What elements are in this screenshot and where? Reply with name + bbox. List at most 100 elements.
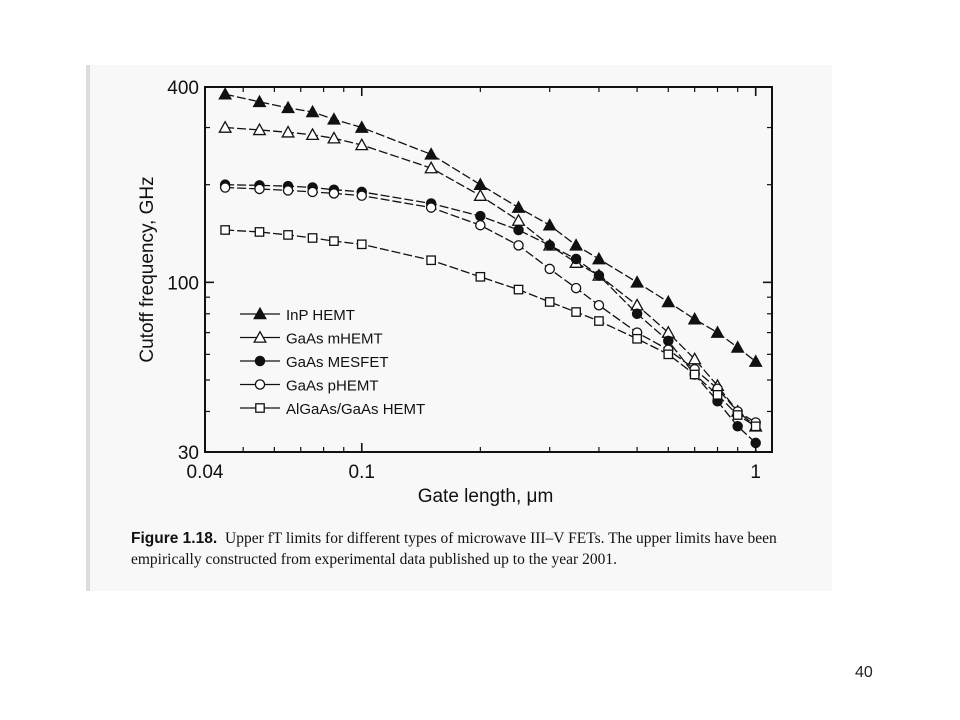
data-point xyxy=(689,369,700,380)
plot-frame xyxy=(204,86,773,453)
legend-label: GaAs mHEMT xyxy=(286,331,383,348)
chart-legend: InP HEMT GaAs mHEMT GaAs MESFET GaAs pHEMT A… xyxy=(240,306,425,418)
data-point xyxy=(473,177,488,190)
data-point xyxy=(473,188,488,201)
data-point xyxy=(426,255,436,266)
data-point xyxy=(732,421,743,432)
data-point xyxy=(663,335,674,347)
data-point xyxy=(544,240,555,251)
x-tick-label: 1 xyxy=(750,462,761,483)
y-axis-title: Cutoff frequency, GHz xyxy=(137,176,158,362)
data-point xyxy=(631,308,643,320)
data-point xyxy=(542,218,557,231)
data-point xyxy=(218,87,233,100)
series-line-4 xyxy=(225,229,757,427)
data-point xyxy=(687,312,702,325)
data-point xyxy=(281,100,295,114)
series-0 xyxy=(218,87,763,367)
data-point xyxy=(252,122,267,136)
data-point xyxy=(254,227,265,237)
data-point xyxy=(475,271,486,282)
legend-item-4: AlGaAs/GaAs HEMT xyxy=(240,401,425,418)
legend-marker xyxy=(254,379,266,390)
data-point xyxy=(424,147,439,160)
data-point xyxy=(513,284,524,295)
x-tick-label: 0.04 xyxy=(187,462,224,483)
data-point xyxy=(687,351,702,365)
data-point xyxy=(593,299,605,311)
legend-label: GaAs pHEMT xyxy=(286,378,379,395)
data-point xyxy=(219,182,231,193)
legend-marker xyxy=(254,355,266,367)
data-point xyxy=(475,210,486,222)
data-point xyxy=(730,340,745,353)
data-point xyxy=(544,297,555,307)
data-point xyxy=(281,125,295,138)
data-point xyxy=(571,307,581,317)
data-point xyxy=(282,185,294,196)
data-point xyxy=(544,263,555,275)
data-point xyxy=(283,230,293,240)
data-point xyxy=(354,137,369,151)
data-point xyxy=(424,160,439,174)
data-point xyxy=(570,253,582,265)
data-point xyxy=(252,94,267,108)
data-point xyxy=(305,127,320,141)
data-point xyxy=(327,112,341,125)
data-point xyxy=(356,239,367,250)
data-point xyxy=(354,120,369,133)
legend-marker xyxy=(255,403,265,413)
legend-label: GaAs MESFET xyxy=(286,354,389,371)
legend-item-0: InP HEMT xyxy=(240,306,355,324)
data-point xyxy=(661,294,676,308)
data-point xyxy=(475,219,486,231)
chart-series xyxy=(218,87,763,449)
data-point xyxy=(750,437,761,449)
legend-item-3: GaAs pHEMT xyxy=(240,378,379,395)
figure-caption-label: Figure 1.18. xyxy=(131,530,218,547)
data-point xyxy=(328,188,340,199)
data-point xyxy=(254,183,265,195)
data-point xyxy=(305,104,320,118)
data-point xyxy=(592,251,606,265)
data-point xyxy=(307,186,318,198)
data-point xyxy=(220,225,231,235)
data-point xyxy=(710,325,725,338)
data-point xyxy=(712,390,723,400)
legend-marker xyxy=(253,330,267,343)
data-point xyxy=(327,131,341,144)
legend-item-1: GaAs mHEMT xyxy=(240,330,383,348)
y-tick-label: 400 xyxy=(167,78,199,99)
x-axis-title: Gate length, μm xyxy=(418,486,554,507)
data-point xyxy=(569,238,583,251)
data-point xyxy=(750,421,761,432)
figure-caption: Figure 1.18. Upper fT limits for differe… xyxy=(131,528,811,570)
chart-axes: 0.04 0.1 1 30 100 400 Gate length, μm Cutoff fr… xyxy=(137,78,773,507)
data-point xyxy=(425,202,437,213)
y-tick-label: 30 xyxy=(178,443,199,464)
data-point xyxy=(218,120,233,133)
data-point xyxy=(663,349,674,360)
series-4 xyxy=(220,225,761,432)
data-point xyxy=(511,200,526,213)
data-point xyxy=(594,316,604,326)
legend-item-2: GaAs MESFET xyxy=(240,354,389,371)
legend-label: AlGaAs/GaAs HEMT xyxy=(286,401,425,418)
data-point xyxy=(748,354,763,367)
scan-edge-shadow xyxy=(86,65,90,591)
legend-marker xyxy=(253,306,267,320)
data-point xyxy=(632,333,642,344)
data-point xyxy=(732,410,743,420)
data-point xyxy=(513,224,524,236)
data-point xyxy=(329,236,339,246)
slide-number: 40 xyxy=(855,664,873,681)
data-point xyxy=(307,233,318,243)
data-point xyxy=(513,240,524,251)
data-point xyxy=(356,190,368,201)
x-tick-label: 0.1 xyxy=(349,462,375,483)
figure-caption-text: Upper fT limits for different types of m… xyxy=(131,530,777,568)
data-point xyxy=(570,282,582,294)
legend-label: InP HEMT xyxy=(286,307,355,324)
data-point xyxy=(593,270,605,281)
